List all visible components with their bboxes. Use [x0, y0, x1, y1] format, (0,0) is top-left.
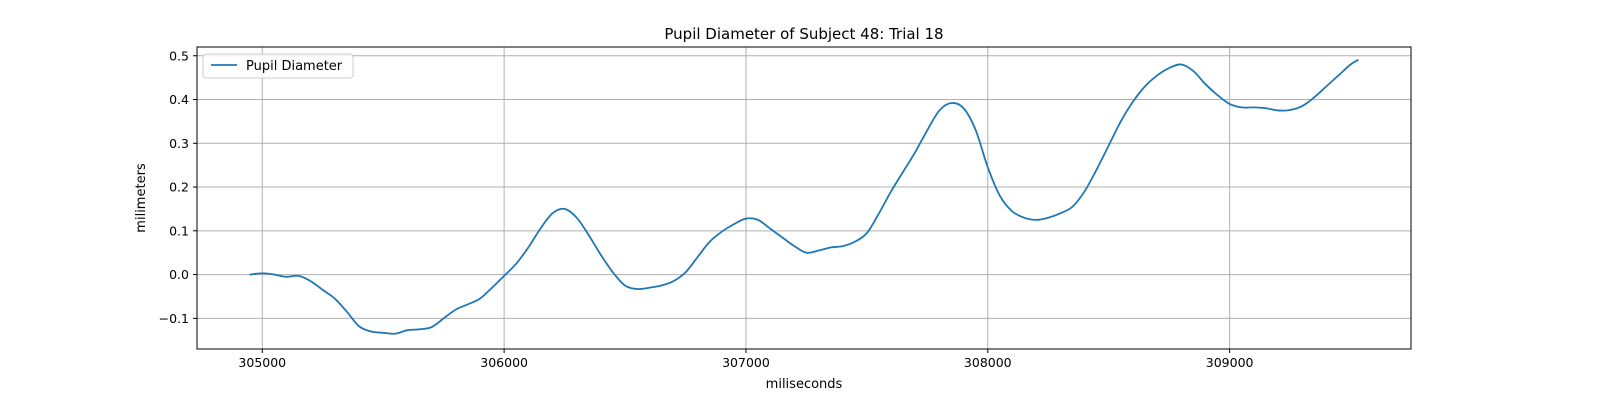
x-tick-label: 309000: [1206, 355, 1254, 370]
x-tick-label: 307000: [722, 355, 770, 370]
grid-lines: [197, 47, 1411, 349]
y-tick-label: −0.1: [159, 311, 189, 326]
y-tick-label: 0.1: [169, 223, 189, 238]
legend-label: Pupil Diameter: [246, 59, 343, 74]
x-axis-ticks: 305000 306000 307000 308000 309000: [238, 349, 1254, 370]
plot-area-frame: [196, 46, 1412, 350]
y-axis-ticks: −0.1 0.0 0.1 0.2 0.3 0.4 0.5: [159, 48, 197, 326]
x-axis-label: miliseconds: [766, 377, 843, 392]
x-tick-label: 305000: [238, 355, 286, 370]
series-layer: [249, 59, 1359, 335]
y-tick-label: 0.3: [169, 136, 189, 151]
legend: Pupil Diameter: [202, 53, 354, 79]
y-axis-label: milimeters: [134, 163, 149, 233]
series-line-pupil-diameter: [249, 59, 1359, 335]
y-tick-label: 0.0: [169, 267, 189, 282]
legend-box: [202, 53, 354, 79]
x-tick-label: 306000: [480, 355, 528, 370]
x-tick-label: 308000: [964, 355, 1012, 370]
y-tick-label: 0.4: [169, 92, 189, 107]
chart-title: Pupil Diameter of Subject 48: Trial 18: [664, 25, 943, 43]
y-tick-label: 0.2: [169, 180, 189, 195]
y-tick-label: 0.5: [169, 48, 189, 63]
